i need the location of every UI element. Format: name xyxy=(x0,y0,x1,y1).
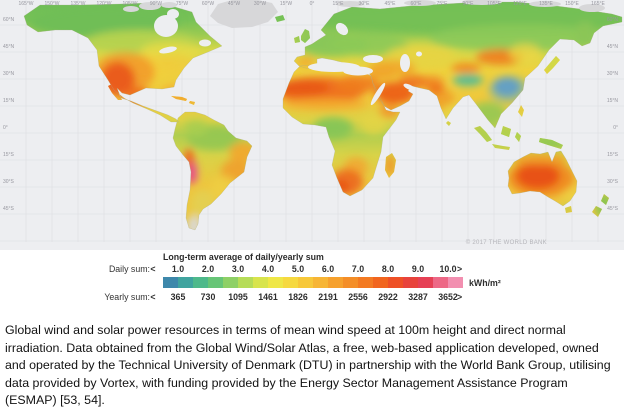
colorbar-segment xyxy=(238,277,253,288)
lon-label: 45°W xyxy=(227,1,241,7)
daily-value: 4.0 xyxy=(261,264,275,274)
daily-sum-label: Daily sum: xyxy=(108,264,150,274)
lat-label-left: 45°N xyxy=(3,44,15,50)
lat-label-right: 30°S xyxy=(607,179,618,185)
lon-label: 135°E xyxy=(539,1,553,7)
lon-label: 90°E xyxy=(462,1,474,7)
daily-value: 6.0 xyxy=(321,264,335,274)
yearly-value: 1826 xyxy=(288,292,308,302)
daily-values: 1.0 2.0 3.0 4.0 5.0 6.0 7.0 8.0 9.0 10.0 xyxy=(163,264,463,274)
colorbar-segment xyxy=(448,277,463,288)
yearly-value: 1095 xyxy=(228,292,248,302)
lakes-and-seas xyxy=(154,9,422,106)
yearly-value: 730 xyxy=(200,292,216,302)
lon-label: 165°E xyxy=(591,1,605,7)
colorbar-segment xyxy=(433,277,448,288)
lat-label-right: 30°N xyxy=(606,71,618,77)
yearly-value: 3652 xyxy=(438,292,458,302)
yearly-value: 365 xyxy=(170,292,186,302)
lon-label: 45°E xyxy=(384,1,396,7)
solar-atlas-figure: 165°W 150°W 135°W 120°W 105°W 90°W 75°W 60°W 45°… xyxy=(0,0,624,250)
lon-label: 150°E xyxy=(565,1,579,7)
lon-label: 15°W xyxy=(279,1,293,7)
daily-value: 7.0 xyxy=(351,264,365,274)
yearly-greater-than: > xyxy=(457,292,463,302)
lat-label-right: 15°S xyxy=(607,152,618,158)
lat-label-right: 45°S xyxy=(607,206,618,212)
daily-value: 3.0 xyxy=(231,264,245,274)
daily-value: 9.0 xyxy=(411,264,425,274)
figure-caption: Global wind and solar power resources in… xyxy=(5,323,611,408)
colorbar-segment xyxy=(193,277,208,288)
lat-label-right: 60°N xyxy=(606,17,618,23)
yearly-value: 1461 xyxy=(258,292,278,302)
legend-title: Long-term average of daily/yearly sum xyxy=(163,252,324,262)
daily-less-than: < xyxy=(150,264,156,274)
colorbar-segment xyxy=(163,277,178,288)
lon-label: 165°W xyxy=(18,1,34,7)
colorbar-segment xyxy=(358,277,373,288)
colorbar-segment xyxy=(403,277,418,288)
lat-label-left: 30°S xyxy=(3,179,14,185)
daily-sum-row: Daily sum: < 1.0 2.0 3.0 4.0 5.0 6.0 7.0 8.0 9.0… xyxy=(0,264,624,275)
lon-label: 60°E xyxy=(410,1,422,7)
daily-greater-than: > xyxy=(457,264,463,274)
legend: Long-term average of daily/yearly sum Da… xyxy=(0,250,624,310)
yearly-value: 2922 xyxy=(378,292,398,302)
daily-value: 5.0 xyxy=(291,264,305,274)
lon-label: 30°E xyxy=(358,1,370,7)
lat-label-right: 45°N xyxy=(606,44,618,50)
yearly-sum-row: Yearly sum: < 365 730 1095 1461 1826 2191 2556… xyxy=(0,292,624,303)
colorbar-segment xyxy=(223,277,238,288)
yearly-value: 3287 xyxy=(408,292,428,302)
lon-label: 90°W xyxy=(149,1,163,7)
arctic-no-data-areas xyxy=(123,0,605,28)
world-map-graphic xyxy=(0,0,624,250)
lon-label: 105°E xyxy=(487,1,501,7)
colorbar-segment xyxy=(388,277,403,288)
yearly-values: 365 730 1095 1461 1826 2191 2556 2922 3287 3652 xyxy=(163,292,463,302)
yearly-less-than: < xyxy=(150,292,156,302)
legend-colorbar xyxy=(163,277,463,288)
lon-label: 120°W xyxy=(96,1,112,7)
lon-label: 30°W xyxy=(253,1,267,7)
lon-label: 150°W xyxy=(44,1,60,7)
colorbar-segment xyxy=(178,277,193,288)
lon-label: 60°W xyxy=(201,1,215,7)
lon-label: 105°W xyxy=(122,1,138,7)
daily-value: 10.0 xyxy=(439,264,457,274)
lat-label-left: 30°N xyxy=(3,71,15,77)
lon-label: 75°E xyxy=(436,1,448,7)
daily-value: 2.0 xyxy=(201,264,215,274)
colorbar-segment xyxy=(343,277,358,288)
lon-label: 15°E xyxy=(332,1,344,7)
lat-label-left: 60°N xyxy=(3,17,15,23)
colorbar-segment xyxy=(418,277,433,288)
lat-label-left: 15°N xyxy=(3,98,15,104)
lat-label-left: 45°S xyxy=(3,206,14,212)
colorbar-segment xyxy=(283,277,298,288)
lon-label: 75°W xyxy=(175,1,189,7)
lon-label: 120°E xyxy=(513,1,527,7)
lat-label-right: 0° xyxy=(613,125,618,131)
yearly-value: 2556 xyxy=(348,292,368,302)
colorbar-segment xyxy=(328,277,343,288)
lat-label-left: 15°S xyxy=(3,152,14,158)
daily-value: 8.0 xyxy=(381,264,395,274)
colorbar-segment xyxy=(373,277,388,288)
yearly-value: 2191 xyxy=(318,292,338,302)
colorbar-segment xyxy=(268,277,283,288)
lat-label-right: 15°N xyxy=(606,98,618,104)
map-copyright: © 2017 THE WORLD BANK xyxy=(465,240,547,246)
legend-unit: kWh/m² xyxy=(469,278,501,288)
lon-label: 135°W xyxy=(70,1,86,7)
colorbar-segment xyxy=(298,277,313,288)
daily-value: 1.0 xyxy=(171,264,185,274)
lon-label: 0° xyxy=(309,1,315,7)
colorbar-segment xyxy=(208,277,223,288)
yearly-sum-label: Yearly sum: xyxy=(104,292,150,302)
colorbar-segment xyxy=(313,277,328,288)
colorbar-segment xyxy=(253,277,268,288)
lat-label-left: 0° xyxy=(3,125,8,131)
